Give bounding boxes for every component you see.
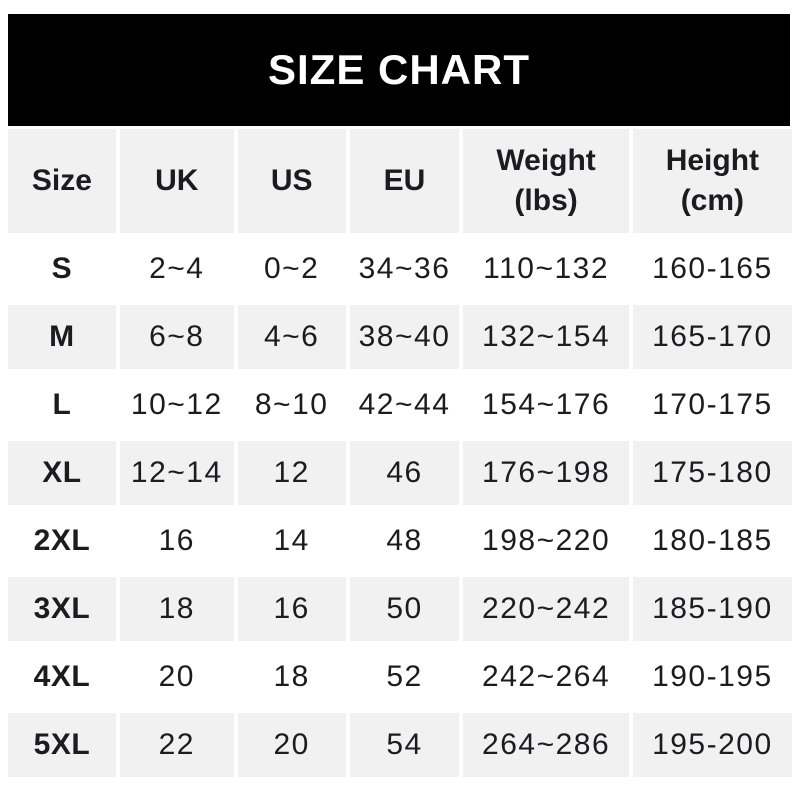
size-label-cell: S <box>8 237 116 301</box>
table-cell: 34~36 <box>349 237 460 301</box>
table-cell: 185-190 <box>632 577 792 641</box>
size-row-4xl: 4XL 20 18 52 242~264 190-195 <box>8 645 792 709</box>
table-cell: 22 <box>119 713 234 777</box>
table-cell: 50 <box>349 577 460 641</box>
column-header-label: Height <box>665 144 760 178</box>
table-cell: 12 <box>237 441 346 505</box>
table-cell: 20 <box>119 645 234 709</box>
table-cell: 242~264 <box>463 645 629 709</box>
size-label-cell: 4XL <box>8 645 116 709</box>
table-cell: 8~10 <box>237 373 346 437</box>
table-cell: 6~8 <box>119 305 234 369</box>
table-cell: 195-200 <box>632 713 792 777</box>
size-label-cell: M <box>8 305 116 369</box>
table-cell: 42~44 <box>349 373 460 437</box>
table-cell: 2~4 <box>119 237 234 301</box>
size-row-m: M 6~8 4~6 38~40 132~154 165-170 <box>8 305 792 369</box>
column-header-uk: UK <box>119 129 234 233</box>
table-cell: 175-180 <box>632 441 792 505</box>
column-header-eu: EU <box>349 129 460 233</box>
column-header-label: Weight <box>496 144 596 178</box>
table-cell: 154~176 <box>463 373 629 437</box>
table-cell: 54 <box>349 713 460 777</box>
column-header-us: US <box>237 129 346 233</box>
size-label-cell: XL <box>8 441 116 505</box>
column-header-label: Size <box>31 164 92 198</box>
table-cell: 0~2 <box>237 237 346 301</box>
table-cell: 18 <box>237 645 346 709</box>
table-header-row: Size UK US EU Weight (lbs) Height (cm) <box>8 129 792 233</box>
table-cell: 132~154 <box>463 305 629 369</box>
column-header-label: US <box>270 164 313 198</box>
column-header-unit: (cm) <box>680 184 745 217</box>
table-cell: 264~286 <box>463 713 629 777</box>
table-cell: 4~6 <box>237 305 346 369</box>
size-row-s: S 2~4 0~2 34~36 110~132 160-165 <box>8 237 792 301</box>
table-cell: 48 <box>349 509 460 573</box>
table-cell: 165-170 <box>632 305 792 369</box>
table-cell: 18 <box>119 577 234 641</box>
table-cell: 170-175 <box>632 373 792 437</box>
column-header-weight: Weight (lbs) <box>463 129 629 233</box>
size-label-cell: L <box>8 373 116 437</box>
column-header-label: UK <box>155 164 199 198</box>
table-cell: 110~132 <box>463 237 629 301</box>
size-row-2xl: 2XL 16 14 48 198~220 180-185 <box>8 509 792 573</box>
table-cell: 180-185 <box>632 509 792 573</box>
column-header-label: EU <box>383 164 426 198</box>
size-row-l: L 10~12 8~10 42~44 154~176 170-175 <box>8 373 792 437</box>
column-header-height: Height (cm) <box>632 129 792 233</box>
column-header-size: Size <box>8 129 116 233</box>
table-cell: 10~12 <box>119 373 234 437</box>
size-row-xl: XL 12~14 12 46 176~198 175-180 <box>8 441 792 505</box>
table-cell: 220~242 <box>463 577 629 641</box>
size-row-3xl: 3XL 18 16 50 220~242 185-190 <box>8 577 792 641</box>
table-cell: 16 <box>237 577 346 641</box>
table-cell: 190-195 <box>632 645 792 709</box>
size-label-cell: 2XL <box>8 509 116 573</box>
size-label-cell: 3XL <box>8 577 116 641</box>
table-cell: 198~220 <box>463 509 629 573</box>
table-cell: 20 <box>237 713 346 777</box>
column-header-unit: (lbs) <box>514 184 578 217</box>
table-cell: 16 <box>119 509 234 573</box>
table-cell: 176~198 <box>463 441 629 505</box>
table-cell: 14 <box>237 509 346 573</box>
table-cell: 12~14 <box>119 441 234 505</box>
size-row-5xl: 5XL 22 20 54 264~286 195-200 <box>8 713 792 777</box>
size-label-cell: 5XL <box>8 713 116 777</box>
table-cell: 52 <box>349 645 460 709</box>
size-table: Size UK US EU Weight (lbs) Height (cm) S 2… <box>4 125 796 781</box>
size-chart-banner: SIZE CHART <box>8 14 790 126</box>
size-chart-title: SIZE CHART <box>268 46 530 93</box>
table-cell: 160-165 <box>632 237 792 301</box>
table-cell: 46 <box>349 441 460 505</box>
table-cell: 38~40 <box>349 305 460 369</box>
